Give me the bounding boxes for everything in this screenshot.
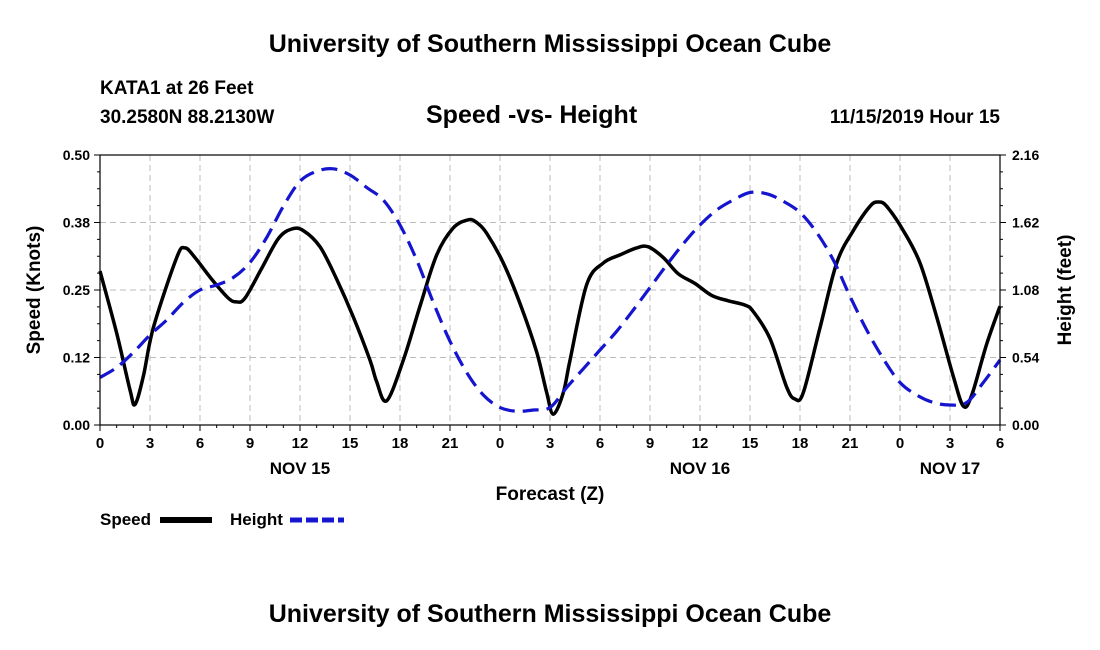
x-tick-label: 9 [646, 435, 654, 452]
series-speed-line [98, 200, 1002, 416]
legend-height-swatch [290, 517, 344, 523]
chart-grid [100, 155, 1000, 425]
series-height-line [99, 167, 1002, 413]
speed-height-chart: 0 3 6 9 12 15 18 21 0 3 6 9 12 15 18 21 0 3 6 NOV 15 NOV 16 N… [24, 147, 1076, 505]
y-axis-left-label: Speed (Knots) [24, 226, 45, 355]
x-tick-label: 15 [342, 435, 359, 452]
x-tick-label: 3 [146, 435, 154, 452]
chart-title: Speed -vs- Height [426, 101, 638, 129]
x-tick-label: 21 [442, 435, 459, 452]
x-tick-label: 3 [946, 435, 954, 452]
y-right-tick-label: 0.00 [1012, 417, 1039, 433]
legend-height-label: Height [230, 510, 283, 529]
x-tick-label: 12 [292, 435, 309, 452]
y-left-tick-label: 0.50 [63, 147, 90, 163]
x-tick-label: 21 [842, 435, 859, 452]
y-right-tick-label: 0.54 [1012, 350, 1039, 366]
x-tick-label: 18 [392, 435, 409, 452]
chart-series [98, 167, 1002, 416]
station-name: KATA1 at 26 Feet [100, 78, 254, 99]
x-tick-label: 15 [742, 435, 759, 452]
x-axis-label: Forecast (Z) [496, 484, 605, 505]
x-tick-label: 0 [896, 435, 904, 452]
x-tick-label: 3 [546, 435, 554, 452]
forecast-datetime: 11/15/2019 Hour 15 [829, 107, 1000, 128]
x-tick-label: 12 [692, 435, 709, 452]
y-right-tick-label: 1.08 [1012, 282, 1039, 298]
x-tick-label: 18 [792, 435, 809, 452]
day-label: NOV 15 [270, 459, 330, 478]
x-tick-label: 0 [96, 435, 104, 452]
station-coords: 30.2580N 88.2130W [100, 107, 275, 128]
x-tick-label: 0 [496, 435, 504, 452]
y-right-tick-label: 1.62 [1012, 215, 1039, 231]
x-tick-label: 6 [996, 435, 1004, 452]
footer-title: University of Southern Mississippi Ocean… [268, 600, 832, 628]
legend-speed-label: Speed [100, 510, 152, 529]
x-tick-label: 9 [246, 435, 254, 452]
day-label: NOV 17 [920, 459, 980, 478]
x-tick-label: 6 [196, 435, 204, 452]
y-left-tick-label: 0.38 [63, 215, 90, 231]
y-left-tick-label: 0.00 [63, 417, 90, 433]
chart-axes: 0 3 6 9 12 15 18 21 0 3 6 9 12 15 18 21 0 3 6 NOV 15 NOV 16 N… [63, 147, 1040, 478]
y-left-tick-label: 0.25 [63, 282, 90, 298]
day-label: NOV 16 [670, 459, 730, 478]
y-axis-right-label: Height (feet) [1055, 235, 1076, 346]
y-right-tick-label: 2.16 [1012, 147, 1039, 163]
x-tick-label: 6 [596, 435, 604, 452]
page-title: University of Southern Mississippi Ocean… [268, 30, 832, 58]
y-left-tick-label: 0.12 [63, 350, 90, 366]
legend-speed-swatch [160, 517, 212, 523]
